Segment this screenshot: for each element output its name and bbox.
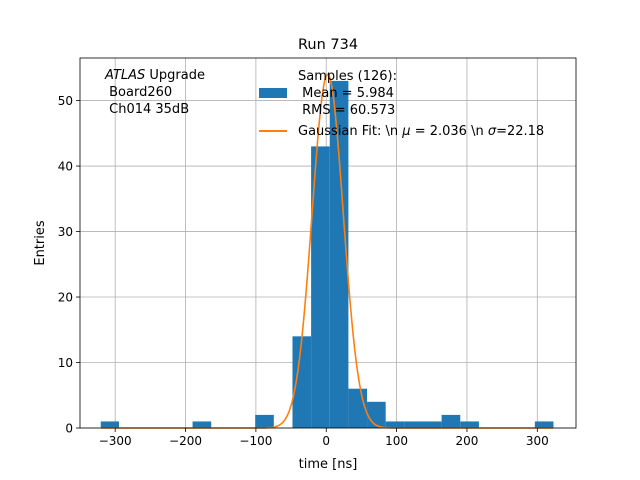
legend-fit-suffix: =22.18 — [496, 124, 544, 139]
histogram-bar — [534, 421, 554, 428]
histogram-bar — [292, 336, 312, 428]
histogram-bar — [422, 421, 442, 428]
legend-histogram-label-3: RMS = 60.573 — [298, 103, 395, 118]
legend-fit-label: Gaussian Fit: \n μ = 2.036 \n σ=22.18 — [298, 124, 544, 139]
annotation-line-3: Ch014 35dB — [105, 102, 189, 117]
annotation-line-2: Board260 — [105, 85, 172, 100]
annotation-upgrade: Upgrade — [145, 68, 205, 83]
y-tick-label: 10 — [58, 356, 73, 370]
chart-title: Run 734 — [298, 37, 358, 53]
atlas-annotation: ATLAS Upgrade Board260 Ch014 35dB — [104, 68, 205, 117]
y-tick-label: 50 — [58, 94, 73, 108]
histogram-bar — [404, 421, 423, 428]
y-tick-label: 0 — [65, 422, 73, 436]
histogram-bars — [100, 80, 554, 429]
legend: Samples (126): Mean = 5.984 RMS = 60.573… — [259, 69, 544, 139]
histogram-bar — [460, 421, 479, 428]
y-axis-label: Entries — [33, 220, 48, 266]
legend-fit-mu: μ — [401, 124, 410, 139]
histogram-bar — [329, 80, 349, 429]
y-axis-ticks: 0 10 20 30 40 50 — [58, 94, 80, 436]
annotation-line-1: ATLAS Upgrade — [104, 68, 205, 83]
x-axis-ticks: −300 −200 −100 0 100 200 300 — [99, 428, 549, 448]
histogram-bar — [348, 388, 368, 428]
y-tick-label: 30 — [58, 225, 73, 239]
x-tick-label: 0 — [322, 434, 330, 448]
histogram-bar — [255, 414, 274, 428]
histogram-bar — [385, 421, 405, 428]
x-tick-label: −300 — [99, 434, 132, 448]
x-tick-label: 300 — [526, 434, 549, 448]
x-axis-label: time [ns] — [299, 457, 358, 472]
legend-histogram-label-2: Mean = 5.984 — [298, 86, 394, 101]
x-tick-label: −200 — [169, 434, 202, 448]
legend-histogram-swatch — [259, 88, 287, 98]
histogram-bar — [192, 421, 212, 428]
histogram-bar — [367, 401, 386, 428]
plot-frame — [79, 57, 577, 429]
annotation-atlas: ATLAS — [104, 68, 145, 83]
x-tick-label: −100 — [239, 434, 272, 448]
histogram-bar — [311, 146, 330, 428]
legend-fit-mid: = 2.036 \n — [411, 124, 488, 139]
histogram-bar — [441, 414, 461, 428]
legend-fit-prefix: Gaussian Fit: \n — [298, 124, 402, 139]
legend-fit-sigma: σ — [488, 124, 497, 139]
histogram-bar — [100, 421, 120, 428]
legend-histogram-label-1: Samples (126): — [298, 69, 397, 84]
y-tick-label: 40 — [58, 160, 73, 174]
x-tick-label: 200 — [455, 434, 478, 448]
y-tick-label: 20 — [58, 291, 73, 305]
x-tick-label: 100 — [385, 434, 408, 448]
